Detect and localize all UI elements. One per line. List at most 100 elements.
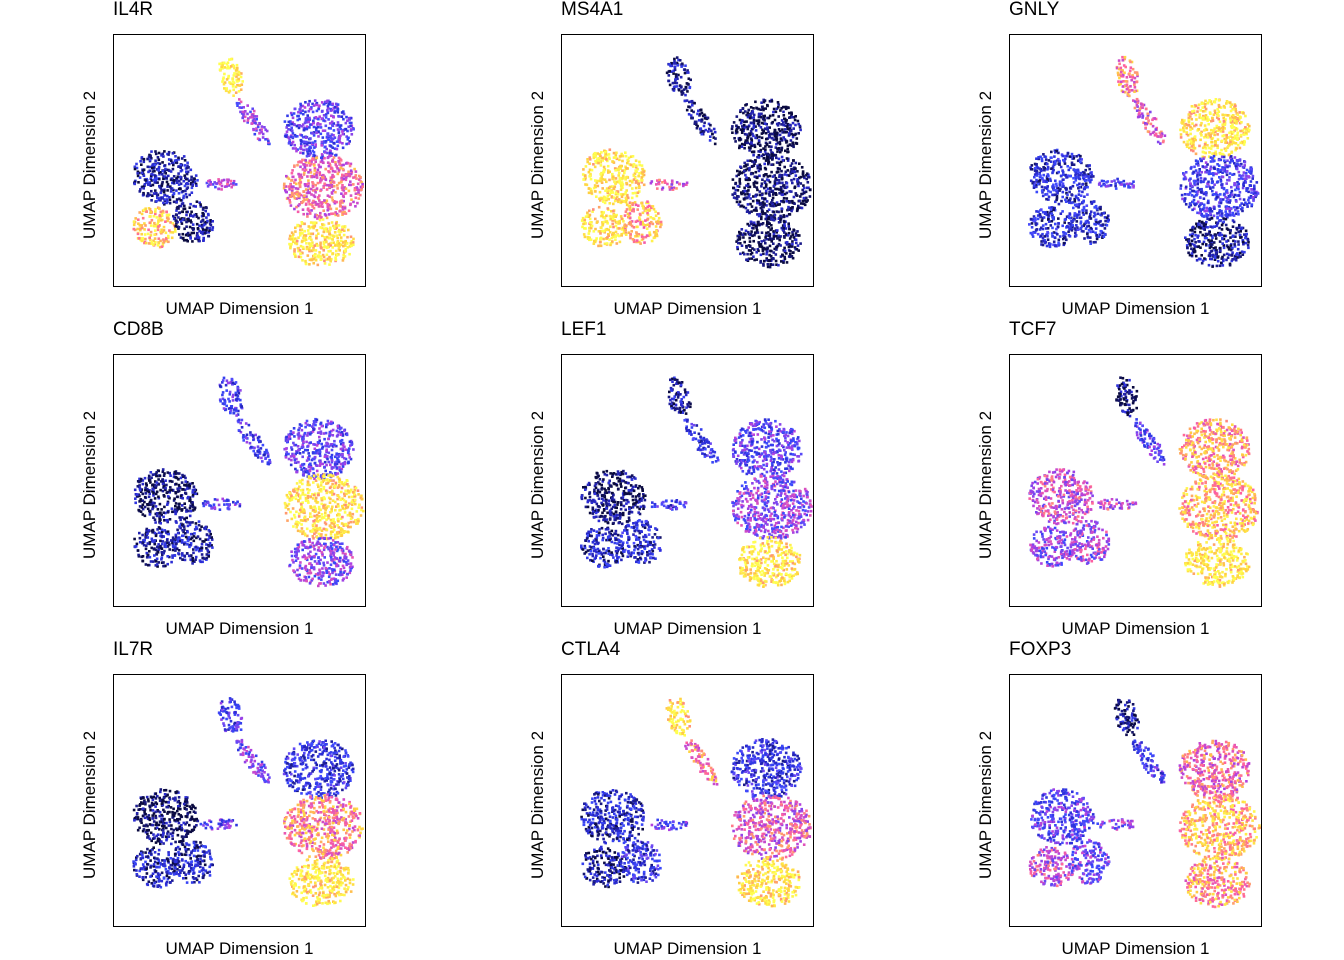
cell-point (159, 210, 163, 214)
cell-point (734, 140, 737, 143)
cell-point (784, 121, 788, 124)
cell-point (766, 128, 769, 131)
cell-point (141, 169, 145, 172)
cell-point (648, 231, 651, 234)
cell-point (1035, 183, 1038, 187)
cell-point (319, 160, 323, 164)
cell-point (324, 245, 327, 248)
cell-point (209, 219, 212, 222)
cell-point (1052, 208, 1055, 212)
cell-point (148, 208, 152, 211)
cell-point (799, 128, 802, 132)
cell-point (618, 221, 621, 225)
cell-point (1133, 90, 1136, 93)
cell-point (750, 142, 753, 145)
cell-point (1069, 174, 1072, 178)
cell-point (228, 89, 232, 93)
cell-point (331, 102, 334, 106)
cell-point (149, 238, 152, 242)
cell-point (642, 170, 646, 173)
cell-point (1060, 199, 1063, 203)
cell-point (256, 137, 260, 140)
cell-point (1219, 152, 1222, 156)
cell-point (184, 176, 187, 180)
cell-point (1142, 103, 1146, 107)
cell-point (1047, 195, 1051, 199)
cell-point (336, 108, 340, 111)
cell-point (331, 159, 334, 163)
cell-point (322, 243, 326, 246)
cell-point (700, 132, 704, 136)
cell-point (762, 130, 765, 133)
cell-point (1225, 133, 1228, 137)
cell-point (253, 115, 256, 118)
cell-point (237, 79, 241, 82)
cell-point (1154, 128, 1158, 131)
cell-point (151, 170, 155, 173)
cell-point (1121, 55, 1124, 59)
cell-point (773, 213, 777, 217)
cell-point (296, 163, 299, 167)
cell-point (751, 132, 754, 136)
cell-point (761, 212, 764, 216)
cell-point (624, 165, 627, 169)
cell-point (336, 144, 340, 148)
cell-point (786, 144, 790, 148)
cell-point (791, 199, 794, 203)
cell-point (290, 122, 294, 126)
cell-point (310, 258, 313, 262)
cell-point (1081, 211, 1085, 214)
cluster-top-left-arm (683, 99, 717, 146)
cell-point (308, 164, 312, 167)
cell-point (1141, 114, 1145, 118)
cell-point (760, 185, 763, 188)
cell-point (229, 82, 233, 85)
cell-point (743, 252, 746, 256)
cell-point (154, 152, 158, 156)
cell-point (764, 107, 767, 110)
cell-point (738, 146, 741, 150)
cell-point (764, 236, 767, 239)
cell-point (321, 223, 324, 226)
cell-point (646, 205, 649, 209)
cell-point (731, 178, 735, 181)
cell-point (158, 162, 162, 165)
cell-point (629, 223, 633, 226)
cell-point (307, 109, 311, 113)
cell-point (187, 219, 190, 223)
cell-point (177, 156, 180, 160)
cell-point (184, 233, 188, 237)
cell-point (621, 154, 625, 158)
cell-point (301, 152, 305, 155)
cell-point (291, 116, 295, 120)
cell-point (1089, 230, 1092, 234)
cell-point (1200, 130, 1203, 134)
cell-point (319, 258, 323, 261)
cell-point (605, 180, 608, 184)
cell-point (1082, 213, 1085, 216)
cell-point (337, 123, 340, 127)
cell-point (298, 117, 301, 121)
cell-point (327, 118, 330, 121)
cell-point (743, 193, 747, 196)
cell-point (290, 242, 293, 246)
cell-point (145, 210, 148, 213)
cell-point (624, 151, 627, 154)
cell-point (351, 241, 355, 244)
cell-point (581, 216, 585, 220)
cell-point (589, 238, 593, 241)
cell-point (291, 240, 295, 244)
cell-point (314, 183, 317, 187)
cell-point (612, 231, 615, 235)
cell-point (302, 163, 305, 166)
cell-point (1181, 122, 1184, 125)
cell-point (222, 178, 226, 182)
cell-point (753, 185, 756, 188)
cell-point (686, 90, 689, 93)
cell-point (323, 129, 327, 132)
cell-point (171, 222, 175, 225)
cell-point (1035, 178, 1038, 182)
cell-point (173, 159, 177, 162)
cell-point (185, 220, 188, 224)
cell-point (628, 207, 632, 211)
